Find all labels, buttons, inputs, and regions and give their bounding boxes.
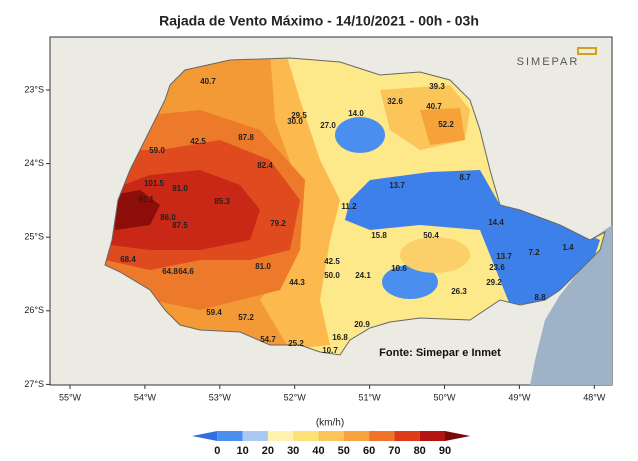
station-value: 25.2 bbox=[288, 339, 304, 348]
station-value: 40.7 bbox=[200, 77, 216, 86]
legend-unit: (km/h) bbox=[316, 418, 344, 429]
x-tick-label: 48°W bbox=[583, 392, 606, 402]
station-value: 50.4 bbox=[423, 231, 439, 240]
station-value: 64.8 bbox=[162, 267, 178, 276]
station-value: 29.2 bbox=[486, 278, 502, 287]
logo-mark bbox=[577, 47, 597, 55]
y-tick-label: 25°S bbox=[24, 232, 44, 242]
station-value: 15.8 bbox=[371, 231, 387, 240]
legend-swatch bbox=[293, 431, 319, 441]
station-value: 57.2 bbox=[238, 313, 254, 322]
station-value: 59.0 bbox=[149, 146, 165, 155]
station-value: 87.8 bbox=[238, 133, 254, 142]
x-tick-label: 52°W bbox=[284, 392, 307, 402]
logo: SIMEPAR bbox=[517, 56, 580, 68]
legend-tick-label: 70 bbox=[388, 445, 400, 457]
title: Rajada de Vento Máximo - 14/10/2021 - 00… bbox=[159, 13, 479, 29]
station-value: 23.6 bbox=[489, 263, 505, 272]
station-value: 91.0 bbox=[172, 184, 188, 193]
station-value: 11.2 bbox=[341, 202, 357, 211]
station-value: 42.5 bbox=[190, 137, 206, 146]
x-tick-label: 51°W bbox=[359, 392, 382, 402]
station-value: 54.7 bbox=[260, 335, 276, 344]
station-value: 29.5 bbox=[291, 111, 307, 120]
legend-tick-label: 10 bbox=[236, 445, 248, 457]
legend-tick-label: 60 bbox=[363, 445, 375, 457]
station-value: 1.4 bbox=[562, 243, 574, 252]
legend-tick-label: 90 bbox=[439, 445, 451, 457]
station-value: 64.6 bbox=[178, 267, 194, 276]
legend-swatch bbox=[343, 431, 370, 441]
legend-tick-label: 0 bbox=[214, 445, 220, 457]
legend-swatch bbox=[445, 431, 471, 441]
station-value: 30.0 bbox=[287, 117, 303, 126]
station-value: 8.8 bbox=[534, 293, 546, 302]
station-value: 7.2 bbox=[528, 248, 540, 257]
x-tick-label: 53°W bbox=[209, 392, 232, 402]
station-value: 10.7 bbox=[322, 346, 338, 355]
station-value: 13.7 bbox=[389, 181, 405, 190]
legend-tick-label: 20 bbox=[262, 445, 274, 457]
y-tick-label: 24°S bbox=[24, 158, 44, 168]
legend-swatch bbox=[192, 431, 218, 441]
station-value: 26.3 bbox=[451, 287, 467, 296]
station-value: 20.9 bbox=[354, 320, 370, 329]
y-tick-label: 23°S bbox=[24, 84, 44, 94]
legend-swatch bbox=[369, 431, 395, 441]
x-tick-label: 49°W bbox=[508, 392, 531, 402]
station-value: 16.8 bbox=[332, 333, 348, 342]
legend-swatch bbox=[217, 431, 243, 441]
station-value: 82.4 bbox=[257, 161, 273, 170]
station-value: 81.0 bbox=[255, 262, 271, 271]
station-value: 39.3 bbox=[429, 82, 445, 91]
source: Fonte: Simepar e Inmet bbox=[379, 347, 501, 359]
y-tick-label: 26°S bbox=[24, 305, 44, 315]
station-value: 87.5 bbox=[172, 221, 188, 230]
station-value: 52.2 bbox=[438, 120, 454, 129]
station-value: 85.3 bbox=[214, 197, 230, 206]
legend-tick-label: 50 bbox=[338, 445, 350, 457]
legend-swatch bbox=[318, 431, 344, 441]
station-value: 44.3 bbox=[289, 278, 305, 287]
legend-swatch bbox=[394, 431, 420, 441]
station-value: 8.7 bbox=[459, 173, 471, 182]
x-tick-label: 54°W bbox=[134, 392, 157, 402]
legend-swatch bbox=[419, 431, 445, 441]
station-value: 68.4 bbox=[120, 255, 136, 264]
station-value: 86.0 bbox=[160, 213, 176, 222]
station-value: 50.0 bbox=[324, 271, 340, 280]
legend-tick-label: 40 bbox=[312, 445, 324, 457]
state-border bbox=[104, 57, 606, 356]
legend-tick-label: 30 bbox=[287, 445, 299, 457]
ocean bbox=[530, 225, 612, 385]
station-value: 59.4 bbox=[206, 308, 222, 317]
station-value: 14.4 bbox=[488, 218, 504, 227]
x-tick-label: 50°W bbox=[433, 392, 456, 402]
station-value: 40.7 bbox=[426, 102, 442, 111]
station-value: 32.6 bbox=[387, 97, 403, 106]
station-value: 91.1 bbox=[138, 195, 154, 204]
legend-swatch bbox=[242, 431, 268, 441]
x-tick-label: 55°W bbox=[59, 392, 82, 402]
station-value: 14.0 bbox=[348, 109, 364, 118]
station-value: 13.7 bbox=[496, 252, 512, 261]
legend-tick-label: 80 bbox=[414, 445, 426, 457]
station-value: 10.6 bbox=[391, 264, 407, 273]
station-value: 101.5 bbox=[144, 179, 165, 188]
station-value: 27.0 bbox=[320, 121, 336, 130]
station-value: 42.5 bbox=[324, 257, 340, 266]
station-value: 24.1 bbox=[355, 271, 371, 280]
y-tick-label: 27°S bbox=[24, 379, 44, 389]
station-value: 79.2 bbox=[270, 219, 286, 228]
legend-swatch bbox=[267, 431, 294, 441]
